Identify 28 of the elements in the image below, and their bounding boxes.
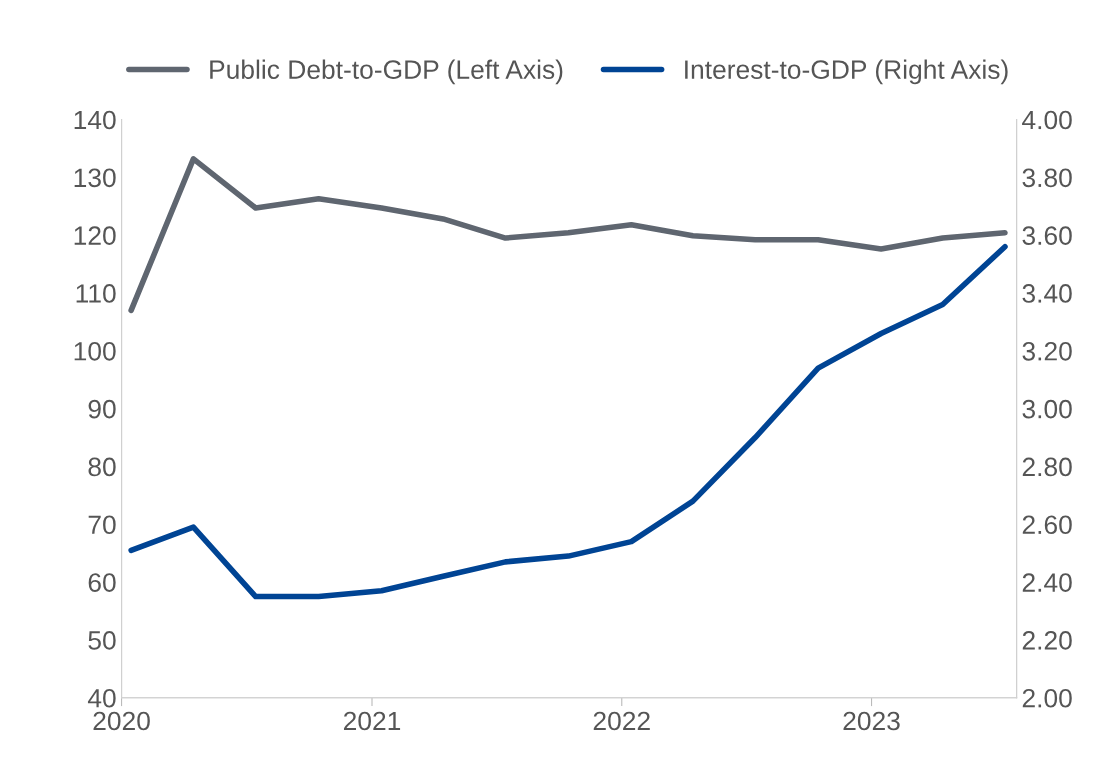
y-tick-label: 140: [74, 110, 116, 130]
y-tick-label: 120: [74, 226, 116, 245]
y-tick-label: 110: [76, 284, 116, 303]
y-tick-label: 130: [74, 168, 116, 188]
y-tick-label: 50: [88, 631, 116, 650]
y-tick-label: 100: [74, 341, 116, 361]
y2-tick-label: 3.80: [1022, 168, 1072, 188]
y2-tick-label: 4.00: [1022, 110, 1072, 130]
y2-tick-label: 3.60: [1022, 226, 1072, 245]
legend-label: Public Debt-to-GDP (Left Axis): [210, 59, 563, 85]
legend-label: Interest-to-GDP (Right Axis): [685, 59, 1008, 85]
y-tick-label: 60: [88, 573, 116, 592]
y-tick-label: 70: [88, 515, 116, 535]
x-tick-label: 2022: [593, 711, 650, 731]
x-tick-label: 2020: [93, 711, 150, 731]
y-tick-label: 80: [88, 457, 116, 477]
y2-tick-label: 2.40: [1022, 573, 1072, 592]
x-tick-label: 2023: [843, 711, 900, 731]
y2-tick-label: 2.60: [1022, 515, 1072, 535]
y2-tick-label: 3.00: [1022, 399, 1072, 419]
y-tick-label: 90: [88, 399, 116, 419]
y2-tick-label: 2.80: [1022, 457, 1072, 477]
x-tick-label: 2021: [343, 711, 401, 731]
y2-tick-label: 2.20: [1022, 631, 1072, 650]
y2-tick-label: 3.20: [1022, 341, 1072, 361]
y2-tick-label: 3.40: [1022, 284, 1072, 303]
y2-tick-label: 2.00: [1022, 688, 1072, 708]
y-tick-label: 40: [87, 688, 116, 708]
